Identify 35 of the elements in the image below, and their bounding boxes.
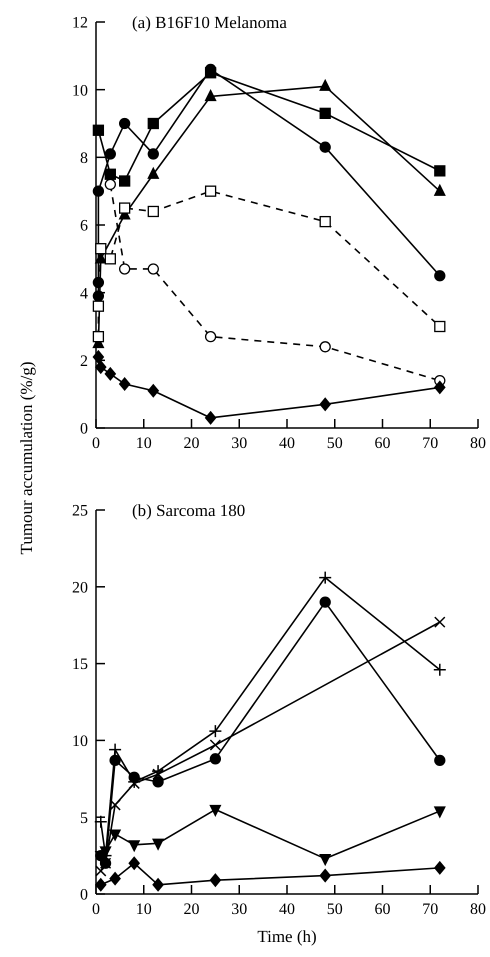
x-axis-title: Time (h) (257, 927, 317, 946)
y-axis-title: Tumour accumulation (%/g) (17, 362, 36, 554)
x-tick-label: 0 (92, 435, 100, 452)
x-tick-label: 50 (326, 435, 343, 452)
x-tick-label: 50 (326, 901, 343, 918)
x-tick-label: 30 (231, 435, 248, 452)
chart-title: (b) Sarcoma 180 (132, 501, 246, 520)
y-tick-label: 15 (72, 656, 88, 674)
x-tick-label: 40 (279, 901, 295, 918)
x-tick-label: 30 (231, 901, 248, 918)
y-tick-label: 20 (72, 579, 88, 596)
y-tick-label: 10 (72, 82, 88, 100)
chart-title: (a) B16F10 Melanoma (132, 13, 288, 32)
x-tick-label: 60 (374, 435, 390, 452)
y-tick-label: 4 (80, 285, 88, 302)
x-tick-label: 80 (470, 901, 486, 918)
x-tick-label: 10 (136, 901, 152, 918)
y-tick-label: 25 (72, 502, 88, 520)
x-tick-label: 10 (136, 435, 152, 452)
y-tick-label: 12 (72, 14, 88, 32)
x-tick-label: 20 (184, 901, 200, 918)
y-tick-label: 2 (80, 352, 88, 370)
x-tick-label: 20 (184, 435, 200, 452)
x-tick-label: 70 (422, 435, 438, 452)
y-tick-label: 0 (80, 420, 88, 438)
y-tick-label: 6 (80, 218, 88, 235)
y-tick-label: 8 (80, 150, 88, 167)
x-tick-label: 0 (92, 901, 100, 918)
x-tick-label: 40 (279, 435, 295, 452)
y-tick-label: 0 (80, 886, 88, 904)
x-tick-label: 60 (374, 901, 390, 918)
x-tick-label: 70 (422, 901, 438, 918)
x-tick-label: 80 (470, 435, 486, 452)
y-tick-label: 5 (80, 810, 88, 827)
y-tick-label: 10 (72, 733, 88, 750)
